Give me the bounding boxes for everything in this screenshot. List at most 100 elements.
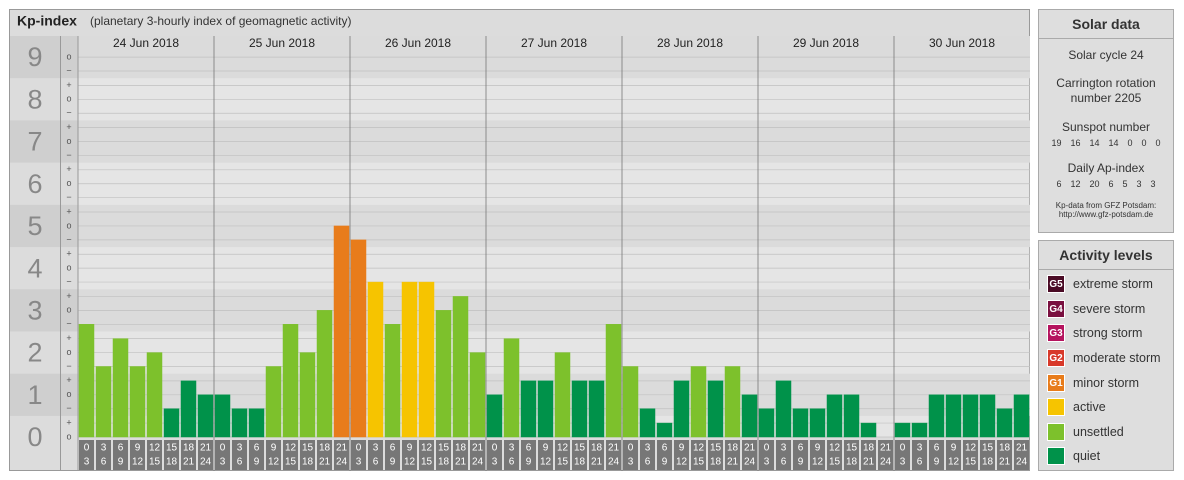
hour-label: 15 [285,457,297,468]
level-swatch: G1 [1047,373,1065,392]
hour-label: 18 [710,457,722,468]
hour-label: 0 [628,443,634,454]
level-label: quiet [1073,449,1101,464]
sunspots-value: 0 [1127,138,1133,148]
hour-label: 21 [183,457,195,468]
hour-label: 15 [166,443,178,454]
plot-bg [78,36,1030,437]
hour-cell [793,440,808,470]
bar [588,380,605,438]
sunspots-value: 0 [1141,138,1147,148]
hour-label: 18 [999,443,1011,454]
minor-tick-label: o [66,136,71,146]
hour-cell [810,440,825,470]
hour-label: 18 [591,443,603,454]
hour-label: 6 [662,443,668,454]
hour-label: 15 [574,443,586,454]
hour-label: 12 [676,457,688,468]
y-tick-label: 5 [27,211,42,241]
bar [78,324,95,438]
hour-label: 12 [132,457,144,468]
hour-label: 18 [438,457,450,468]
day-label: 28 Jun 2018 [657,36,723,50]
hour-cell [79,440,94,470]
level-row: G5 extreme storm [1039,272,1173,297]
hour-label: 9 [135,443,141,454]
hour-label: 9 [662,457,668,468]
hour-cell [776,440,791,470]
bar [520,380,537,438]
level-swatch: G2 [1047,349,1065,368]
hour-label: 15 [982,443,994,454]
minor-tick-label: + [66,291,71,301]
level-swatch [1047,447,1065,466]
hour-cell [470,440,485,470]
day-label: 24 Jun 2018 [113,36,179,50]
minor-tick-label: − [66,65,71,75]
activity-title: Activity levels [1039,241,1173,270]
hour-cell [538,440,553,470]
bar [503,338,520,438]
ap-value: 3 [1150,179,1156,189]
hour-label: 6 [254,443,260,454]
bar [860,422,877,438]
hour-label: 24 [200,457,212,468]
hour-label: 15 [829,457,841,468]
bar [401,281,418,438]
bar [282,324,299,438]
hour-label: 9 [815,443,821,454]
ap-title: Daily Ap-index [1067,161,1145,175]
bar [384,324,401,438]
hour-label: 15 [710,443,722,454]
hour-label: 6 [118,443,124,454]
hour-cell [929,440,944,470]
hour-label: 3 [900,457,906,468]
hour-label: 15 [846,443,858,454]
hour-cell [725,440,740,470]
hour-label: 6 [237,457,243,468]
y-tick-label: 4 [27,253,42,283]
hour-label: 3 [917,443,923,454]
y-tick-label: 8 [27,84,42,114]
minor-tick-label: − [66,108,71,118]
bar [435,310,452,438]
hour-label: 3 [781,443,787,454]
hour-cell [334,440,349,470]
minor-tick-label: + [66,417,71,427]
minor-tick-label: + [66,375,71,385]
hour-cell [164,440,179,470]
hour-label: 18 [982,457,994,468]
hour-label: 15 [302,443,314,454]
minor-tick-label: + [66,333,71,343]
sunspots-value: 16 [1070,138,1081,148]
hour-cell [402,440,417,470]
minor-tick-label: − [66,319,71,329]
hour-label: 24 [1016,457,1028,468]
bar [265,366,282,438]
hour-label: 9 [679,443,685,454]
bar [452,296,469,438]
hour-label: 21 [608,443,620,454]
hour-cell [606,440,621,470]
hour-label: 15 [557,457,569,468]
hour-cell [181,440,196,470]
bar [537,380,554,438]
bar [248,408,265,438]
hour-label: 21 [863,457,875,468]
hour-label: 24 [880,457,892,468]
hour-label: 6 [526,443,532,454]
hour-label: 21 [319,457,331,468]
y-tick-label: 0 [27,422,42,452]
bar [1013,394,1030,438]
hour-label: 3 [628,457,634,468]
hour-cell [844,440,859,470]
level-swatch: G3 [1047,324,1065,343]
level-swatch [1047,398,1065,417]
ap-value: 3 [1136,179,1142,189]
bar [928,394,945,438]
hour-label: 9 [526,457,532,468]
hour-cell [419,440,434,470]
bar [95,366,112,438]
minor-tick-label: o [66,178,71,188]
hour-label: 12 [268,457,280,468]
